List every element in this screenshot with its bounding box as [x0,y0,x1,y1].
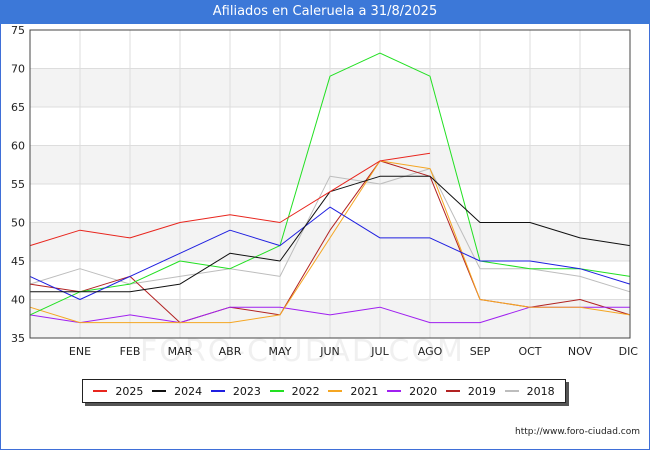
legend: 2025 2024 2023 2022 2021 2020 2019 2018 [82,379,566,403]
legend-swatch [152,390,167,392]
plot-border [29,29,631,339]
y-tick-label: 45 [11,255,25,268]
series-line-2021 [29,160,631,324]
legend-swatch [504,390,519,392]
y-tick-label: 55 [11,178,25,191]
legend-swatch [328,390,343,392]
x-tick-label: AGO [418,345,443,358]
legend-item-2024: 2024 [152,385,202,398]
legend-swatch [269,390,284,392]
legend-label: 2023 [232,384,261,398]
x-tick-label: MAR [168,345,193,358]
x-tick-label: NOV [568,345,593,358]
y-tick-label: 75 [11,24,25,37]
x-tick-label: SEP [470,345,491,358]
x-tick-label: DIC [619,345,639,358]
x-tick-label: ENE [69,345,91,358]
y-tick-label: 65 [11,101,25,114]
legend-swatch [93,390,108,392]
legend-label: 2024 [174,384,203,398]
watermark: FORO-CIUDAD.COM [140,334,465,369]
chart-title: Afiliados en Caleruela a 31/8/2025 [0,0,650,24]
legend-item-2020: 2020 [387,385,437,398]
y-tick-label: 50 [11,217,25,230]
legend-label: 2021 [350,384,379,398]
legend-item-2022: 2022 [269,384,320,398]
y-tick-label: 70 [11,63,25,76]
source-link[interactable]: http://www.foro-ciudad.com [515,427,640,437]
legend-label: 2025 [115,384,144,398]
legend-swatch [387,390,402,392]
x-tick-label: JUN [319,345,340,358]
series-line-2023 [29,206,631,300]
y-tick-label: 40 [11,294,25,307]
legend-label: 2022 [291,384,320,398]
line-chart: 35 40 45 50 55 60 65 70 75 ENE FEB MAR ABR MAY JUN JUL… [11,24,639,358]
y-tick-label: 60 [11,140,25,153]
legend-item-2021: 2021 [328,385,378,398]
legend-swatch [445,390,460,392]
legend-item-2019: 2019 [445,384,496,398]
legend-item-2025: 2025 [93,385,143,398]
x-tick-label: MAY [269,345,292,358]
x-tick-label: JUL [370,345,389,358]
x-tick-label: FEB [120,345,141,358]
legend-label: 2019 [467,384,496,398]
series-line-2025 [29,152,431,247]
x-tick-label: OCT [518,345,541,358]
series-line-2022 [29,52,631,316]
legend-item-2018: 2018 [504,384,555,398]
legend-label: 2018 [526,384,555,398]
y-tick-label: 35 [11,332,25,345]
legend-swatch [210,390,225,392]
legend-item-2023: 2023 [210,384,261,398]
x-tick-label: ABR [219,345,242,358]
legend-label: 2020 [409,384,438,398]
